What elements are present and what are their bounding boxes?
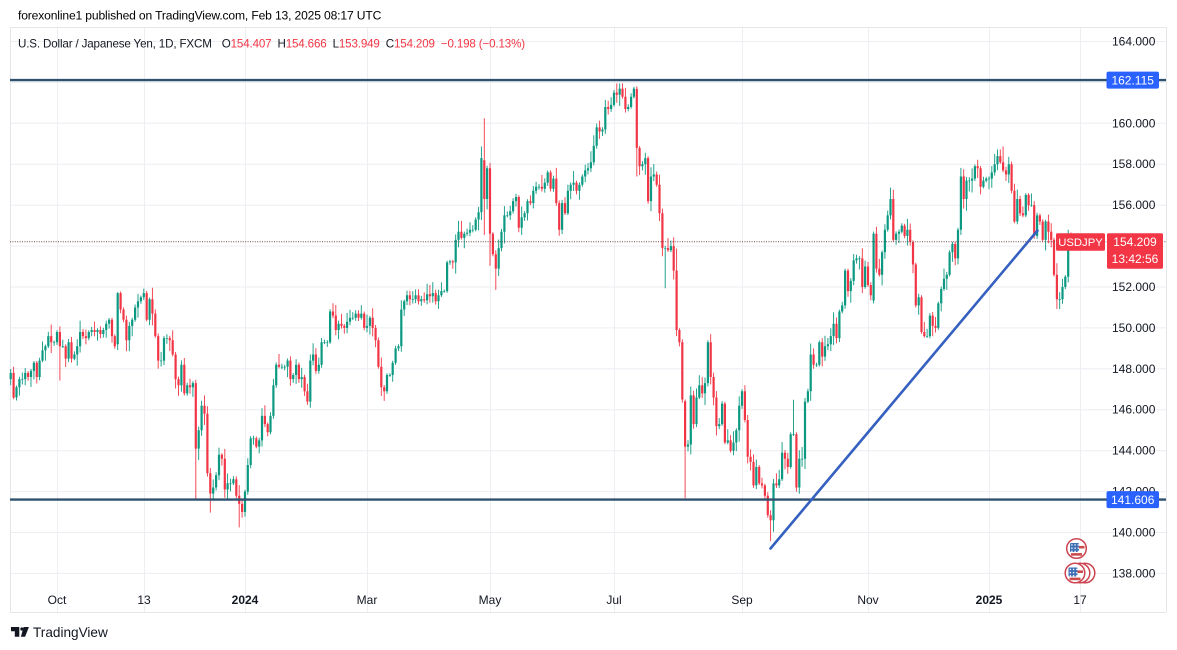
- svg-text:Jul: Jul: [606, 593, 621, 607]
- svg-text:17: 17: [1073, 593, 1087, 607]
- svg-text:13:42:56: 13:42:56: [1112, 252, 1159, 266]
- svg-text:Sep: Sep: [731, 593, 753, 607]
- svg-text:160.000: 160.000: [1112, 116, 1156, 130]
- svg-text:162.115: 162.115: [1111, 73, 1154, 87]
- svg-text:156.000: 156.000: [1112, 198, 1156, 212]
- svg-text:forexonline1 published on Trad: forexonline1 published on TradingView.co…: [18, 9, 382, 23]
- svg-text:Nov: Nov: [857, 593, 878, 607]
- svg-text:USDJPY: USDJPY: [1058, 237, 1103, 249]
- svg-text:13: 13: [137, 593, 151, 607]
- svg-text:Mar: Mar: [357, 593, 378, 607]
- svg-text:138.000: 138.000: [1112, 566, 1156, 580]
- svg-text:152.000: 152.000: [1112, 280, 1156, 294]
- svg-text:144.000: 144.000: [1112, 444, 1156, 458]
- svg-text:158.000: 158.000: [1112, 157, 1156, 171]
- svg-text:140.000: 140.000: [1112, 526, 1156, 540]
- svg-text:148.000: 148.000: [1112, 362, 1156, 376]
- svg-text:2024: 2024: [232, 593, 259, 607]
- svg-text:150.000: 150.000: [1112, 321, 1156, 335]
- svg-text:141.606: 141.606: [1111, 493, 1155, 507]
- svg-text:TradingView: TradingView: [33, 625, 108, 640]
- svg-text:154.209: 154.209: [1113, 235, 1157, 249]
- svg-text:164.000: 164.000: [1112, 35, 1156, 49]
- svg-text:146.000: 146.000: [1112, 403, 1156, 417]
- svg-text:2025: 2025: [976, 593, 1003, 607]
- svg-text:May: May: [479, 593, 502, 607]
- svg-text:Oct: Oct: [48, 593, 67, 607]
